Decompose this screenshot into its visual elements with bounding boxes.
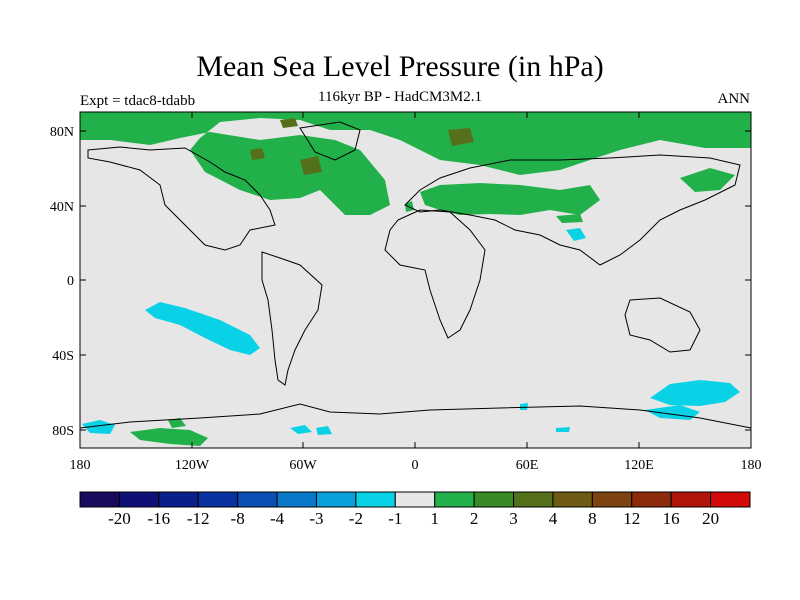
colorbar-swatch	[710, 491, 751, 508]
strong-positive-patch	[448, 128, 474, 146]
small-negative-patch	[556, 427, 570, 432]
arctic-positive-region	[80, 112, 751, 215]
southern-ocean-negative-region	[650, 380, 740, 406]
lon-label-180w: 180	[70, 458, 91, 473]
colorbar-label: 8	[588, 509, 597, 528]
colorbar-swatch	[513, 491, 554, 508]
strong-positive-patch	[250, 148, 265, 160]
colorbar-label: -20	[108, 509, 131, 528]
small-negative-patch	[520, 403, 528, 410]
colorbar-label: -8	[231, 509, 245, 528]
lon-label-60e: 60E	[516, 458, 539, 473]
colorbar-label: 12	[623, 509, 640, 528]
lon-label-120e: 120E	[624, 458, 654, 473]
map-title: Mean Sea Level Pressure (in hPa)	[196, 50, 604, 83]
colorbar	[79, 491, 751, 508]
south-pacific-negative-region	[145, 302, 260, 355]
antarctic-negative-region-3	[316, 426, 332, 435]
colorbar-labels: -20 -16 -12 -8 -4 -3 -2 -1 1 2 3 4 8 12 16 20	[108, 509, 719, 528]
australia-coastline	[624, 297, 701, 353]
antarctic-negative-region	[82, 420, 115, 434]
lat-label-80n: 80N	[50, 125, 74, 140]
coastlines	[79, 121, 752, 429]
antarctic-positive-region	[130, 428, 208, 446]
colorbar-swatch	[591, 491, 633, 508]
strong-positive-patch	[300, 156, 322, 175]
negative-anomaly-regions	[82, 228, 740, 435]
africa-coastline	[384, 209, 486, 339]
anomaly-fields	[80, 112, 751, 446]
antarctic-negative-region-2	[290, 425, 312, 434]
colorbar-swatch	[631, 491, 672, 508]
colorbar-label: 2	[470, 509, 479, 528]
map-background	[80, 112, 751, 448]
lat-label-40s: 40S	[52, 349, 74, 364]
lat-label-0: 0	[67, 274, 74, 289]
colorbar-swatch	[276, 491, 317, 508]
colorbar-swatch	[158, 491, 199, 508]
colorbar-label: -12	[187, 509, 210, 528]
north-america-coastline	[87, 146, 276, 251]
map-subtitle: 116kyr BP - HadCM3M2.1	[318, 89, 482, 105]
colorbar-swatch	[79, 491, 120, 508]
eurasia-positive-region	[420, 183, 600, 215]
positive-anomaly-regions	[80, 112, 751, 446]
lon-label-180e: 180	[741, 458, 762, 473]
experiment-label: Expt = tdac8-tdabb	[80, 93, 196, 109]
south-america-coastline	[261, 251, 323, 386]
antarctic-small-positive-region	[168, 418, 186, 428]
longitude-labels: 180 120W 60W 0 60E 120E 180	[70, 458, 762, 473]
lon-label-0: 0	[412, 458, 419, 473]
colorbar-label: -1	[388, 509, 402, 528]
colorbar-label: 20	[702, 509, 719, 528]
colorbar-swatch	[315, 491, 357, 508]
greenland-coastline	[299, 121, 361, 161]
colorbar-swatch	[394, 491, 436, 508]
colorbar-label: -4	[270, 509, 285, 528]
colorbar-label: 1	[430, 509, 439, 528]
colorbar-label: -3	[309, 509, 323, 528]
asia-small-positive-region	[556, 214, 583, 223]
colorbar-label: 16	[663, 509, 680, 528]
lat-label-40n: 40N	[50, 200, 74, 215]
lon-label-60w: 60W	[289, 458, 317, 473]
colorbar-swatch	[473, 491, 515, 508]
colorbar-swatch	[197, 491, 239, 508]
colorbar-label: -16	[147, 509, 170, 528]
antarctica-coastline	[79, 403, 752, 429]
season-label: ANN	[717, 91, 751, 107]
lat-label-80s: 80S	[52, 424, 74, 439]
colorbar-swatch	[237, 491, 278, 508]
latitude-labels: 80N 40N 0 40S 80S	[50, 125, 74, 439]
iberia-positive-region	[405, 201, 414, 212]
longitude-axis	[191, 112, 640, 448]
colorbar-label: 3	[509, 509, 518, 528]
eurasia-coastline	[404, 154, 741, 266]
colorbar-swatch	[434, 491, 475, 508]
asia-negative-region	[566, 228, 586, 241]
colorbar-swatch	[552, 491, 593, 508]
strong-positive-patch	[280, 118, 298, 128]
colorbar-label: 4	[549, 509, 558, 528]
east-asia-positive-region	[680, 168, 735, 192]
lon-label-120w: 120W	[175, 458, 210, 473]
latitude-axis	[80, 130, 751, 431]
colorbar-swatch	[670, 491, 712, 508]
colorbar-swatch	[118, 491, 160, 508]
strong-positive-regions	[250, 118, 474, 175]
colorbar-swatch	[355, 491, 396, 508]
colorbar-label: -2	[349, 509, 363, 528]
